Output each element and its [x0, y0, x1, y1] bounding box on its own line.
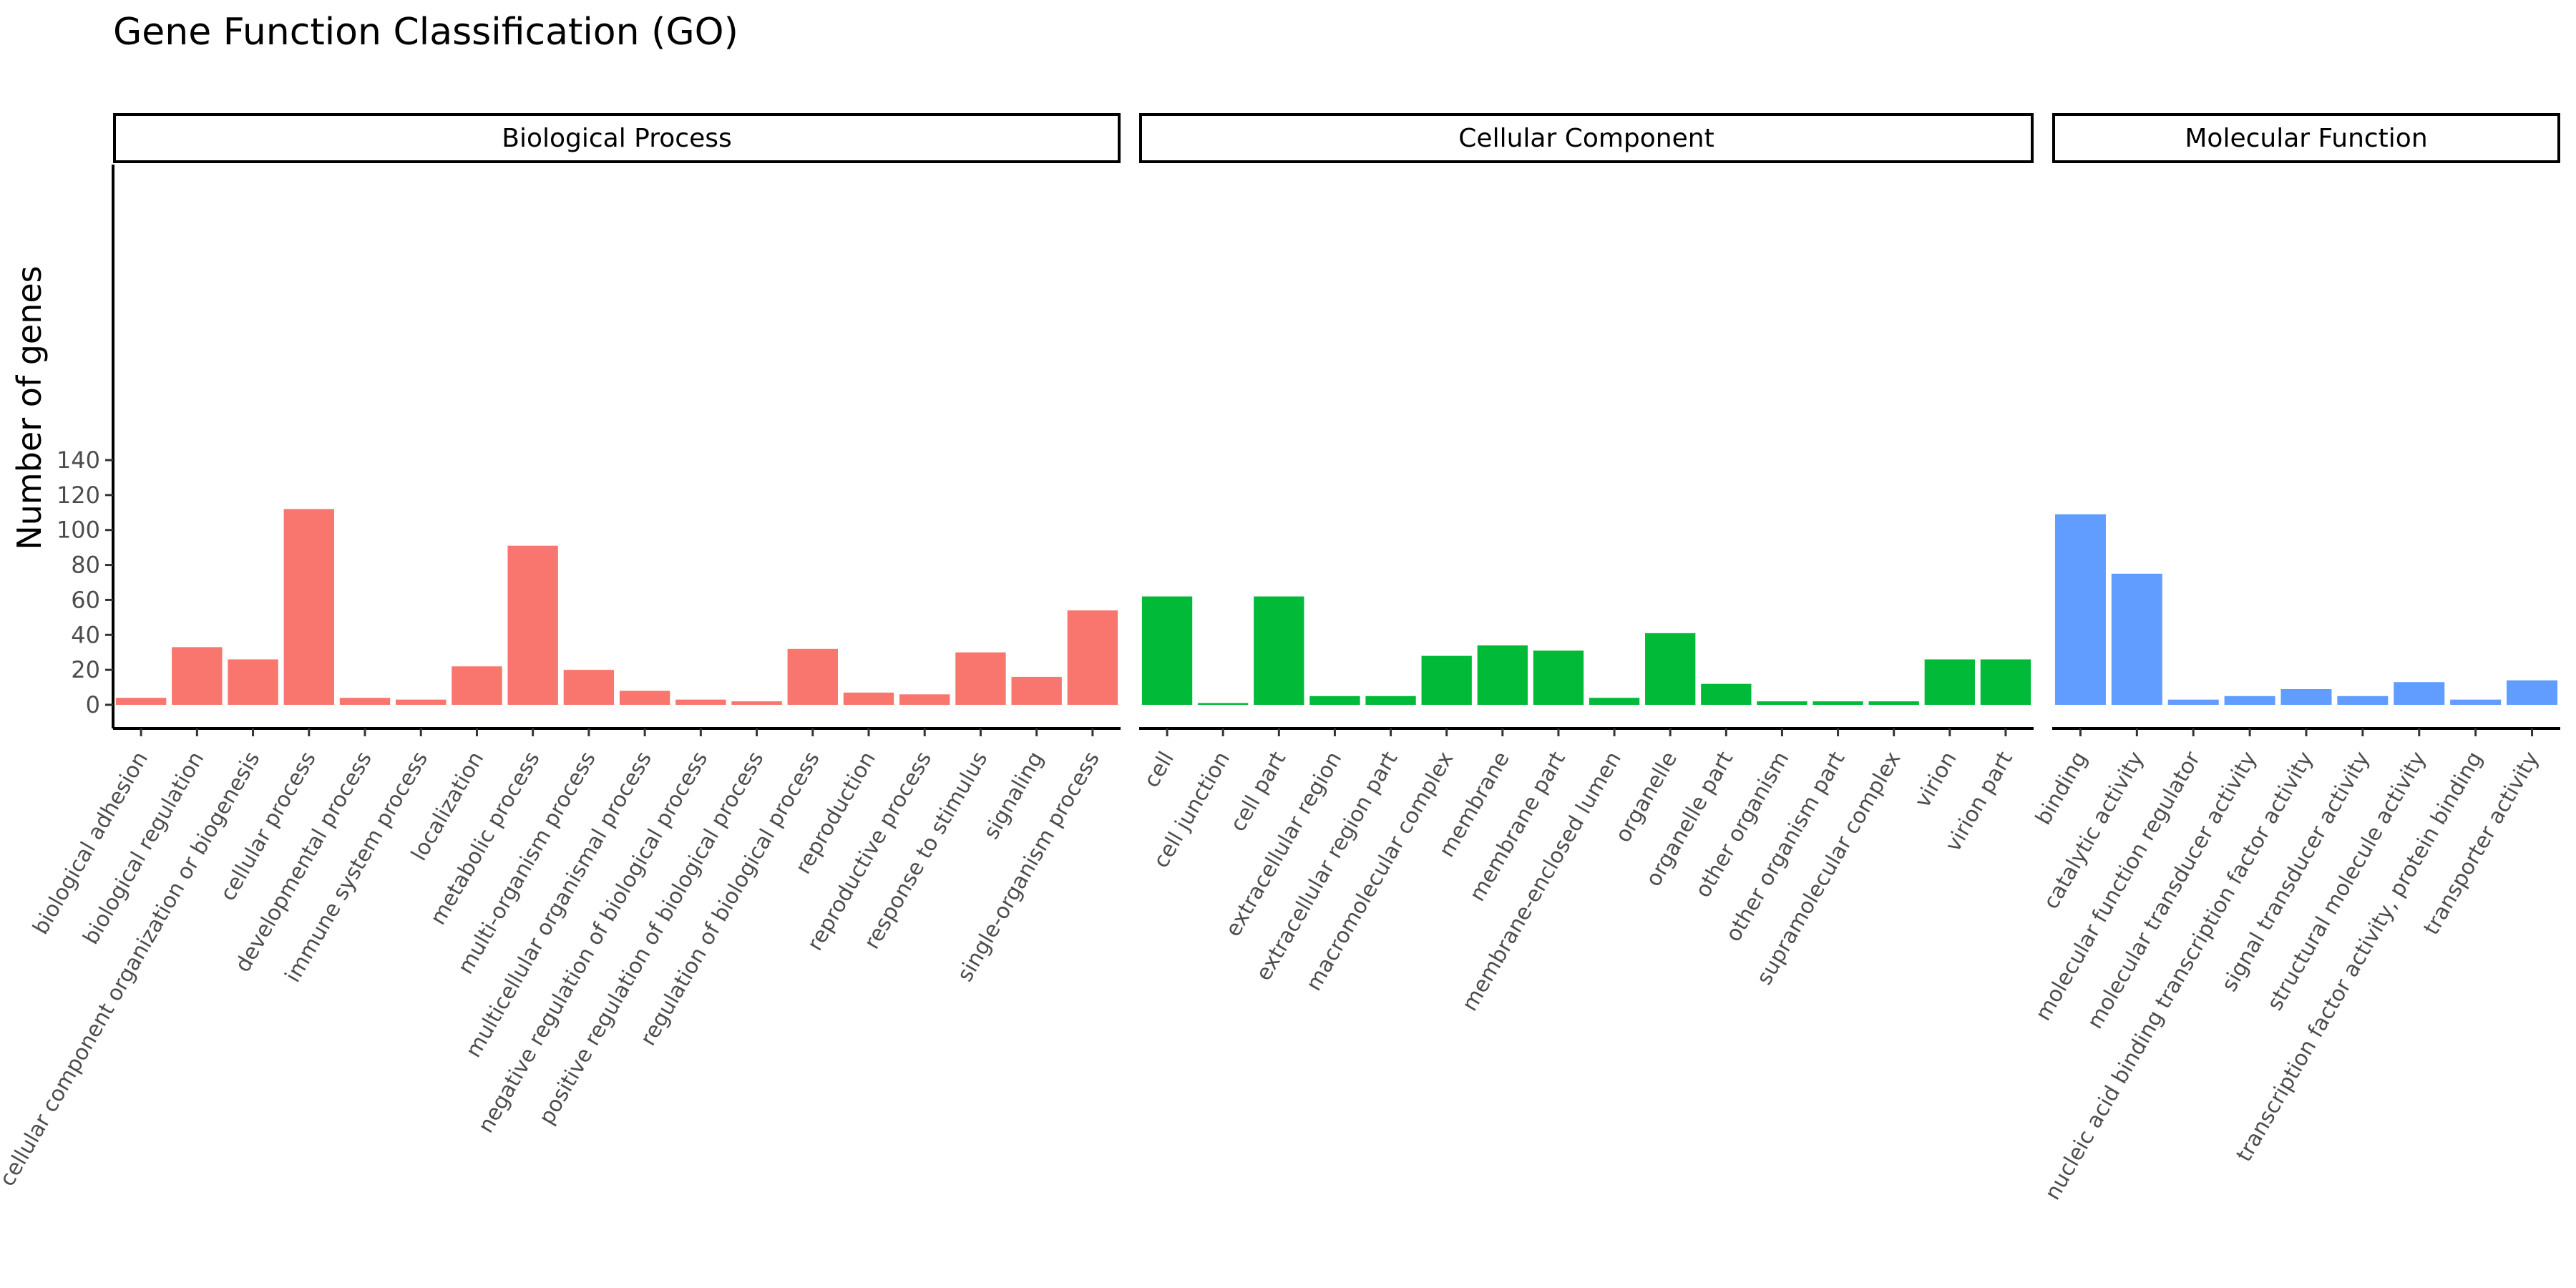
bar: [2337, 696, 2389, 705]
x-tick-label: cellular component organization or bioge…: [0, 748, 265, 1191]
bar: [1309, 696, 1360, 705]
bar: [1701, 683, 1752, 705]
bar: [1924, 659, 1975, 705]
y-tick-label: 120: [57, 482, 100, 509]
bar: [1589, 698, 1640, 705]
x-tick-label: cell: [1139, 748, 1179, 792]
bar: [1365, 696, 1416, 705]
y-tick-label: 20: [71, 656, 100, 683]
bar: [2054, 514, 2106, 705]
bar: [1067, 610, 1118, 705]
chart-title: Gene Function Classification (GO): [113, 11, 738, 54]
bar: [283, 509, 334, 705]
x-tick-label: nucleic acid binding transcription facto…: [2040, 748, 2318, 1205]
bar: [1980, 659, 2031, 705]
bar: [1477, 645, 1528, 705]
bar: [731, 701, 782, 705]
bar: [1421, 655, 1472, 705]
x-tick-label: catalytic activity: [2039, 748, 2149, 914]
y-tick-label: 40: [71, 621, 100, 648]
y-axis: 0 20 40 60 80 100 120 140: [57, 165, 114, 728]
bar: [899, 694, 950, 705]
y-tick-label: 0: [86, 691, 100, 718]
bar: [1141, 596, 1193, 705]
y-axis-label: Number of genes: [10, 265, 49, 550]
bar: [1198, 703, 1249, 705]
y-tick-label: 140: [57, 447, 100, 474]
bar: [2167, 699, 2219, 705]
bar: [2394, 682, 2445, 705]
bar: [1254, 596, 1304, 705]
bar: [1757, 701, 1807, 705]
bar: [619, 691, 670, 705]
bar: [2224, 696, 2275, 705]
bar: [1011, 676, 1062, 705]
bar: [563, 670, 615, 705]
facet-strip-label: Molecular Function: [2185, 124, 2427, 153]
bar: [396, 699, 447, 705]
bar: [2507, 680, 2558, 705]
bar: [1868, 701, 1919, 705]
bar: [955, 652, 1006, 705]
bar: [1645, 633, 1696, 705]
y-tick-label: 100: [57, 517, 100, 544]
bar: [787, 648, 838, 705]
bar: [115, 698, 167, 705]
x-tick-label: binding: [2031, 748, 2092, 829]
bar: [339, 698, 391, 705]
facet-strip: [113, 113, 1121, 163]
bar: [1533, 650, 1584, 705]
y-tick-label: 80: [71, 552, 100, 579]
bar: [228, 659, 278, 705]
bar: [452, 666, 502, 705]
bar: [1813, 701, 1863, 705]
facet-strip: [2052, 113, 2560, 163]
bar: [843, 692, 894, 705]
bar: [675, 699, 726, 705]
bar: [2111, 573, 2162, 705]
bar: [2450, 699, 2502, 705]
bar: [2280, 689, 2332, 705]
y-tick-label: 60: [71, 586, 100, 613]
facet-strip: [1139, 113, 2034, 163]
facet-strip-label: Biological Process: [502, 124, 731, 153]
facet-strip-label: Cellular Component: [1458, 124, 1714, 153]
x-tick-label: virion: [1910, 748, 1961, 812]
bar: [172, 647, 223, 705]
bar: [507, 545, 558, 705]
